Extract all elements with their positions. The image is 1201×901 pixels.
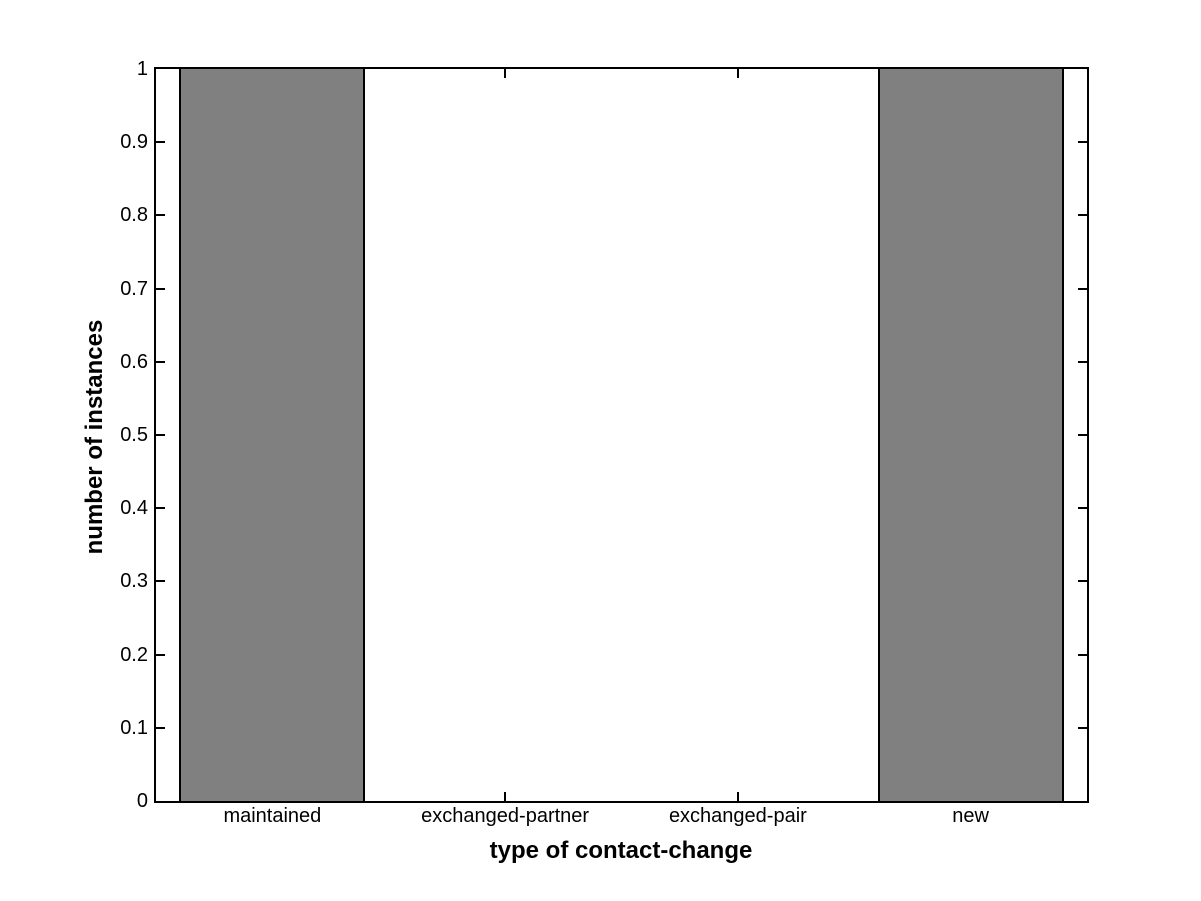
x-tick-mark (736, 69, 739, 78)
x-tick-mark (504, 792, 507, 801)
y-tick-label: 0.3 (120, 570, 148, 593)
y-tick-mark (156, 726, 165, 729)
y-tick-label: 0.2 (120, 643, 148, 666)
x-tick-mark (504, 69, 507, 78)
y-tick-mark (156, 653, 165, 656)
y-tick-mark (1078, 653, 1087, 656)
y-tick-mark (1078, 580, 1087, 583)
x-tick-label: new (952, 805, 989, 827)
y-tick-mark (156, 141, 165, 144)
y-tick-mark (1078, 287, 1087, 290)
y-tick-label: 0.8 (120, 204, 148, 227)
y-tick-label: 0 (136, 790, 148, 812)
y-tick-mark (1078, 726, 1087, 729)
y-tick-mark (1078, 214, 1087, 217)
x-tick-mark (736, 792, 739, 801)
y-tick-mark (156, 434, 165, 436)
y-tick-label: 0.5 (120, 424, 148, 446)
y-tick-mark (1078, 507, 1087, 510)
y-tick-mark (156, 580, 165, 583)
y-tick-label: 0.7 (120, 277, 148, 300)
plot-area (154, 67, 1089, 803)
y-tick-mark (1078, 360, 1087, 363)
y-tick-mark (156, 360, 165, 363)
bar-new (877, 69, 1064, 801)
bar-maintained (179, 69, 366, 801)
y-tick-label: 0.4 (120, 497, 148, 520)
x-tick-label: exchanged-pair (668, 805, 807, 827)
y-tick-label: 1 (136, 58, 148, 80)
y-tick-mark (156, 507, 165, 510)
y-tick-mark (1078, 434, 1087, 436)
x-tick-label: exchanged-partner (421, 805, 590, 827)
y-tick-mark (1078, 141, 1087, 144)
y-tick-label: 0.6 (120, 350, 148, 373)
y-tick-label: 0.9 (120, 131, 148, 154)
x-tick-label: maintained (223, 805, 322, 827)
y-tick-mark (156, 214, 165, 217)
x-axis-label: type of contact-change (489, 837, 753, 864)
y-tick-label: 0.1 (120, 716, 148, 739)
y-tick-mark (156, 287, 165, 290)
